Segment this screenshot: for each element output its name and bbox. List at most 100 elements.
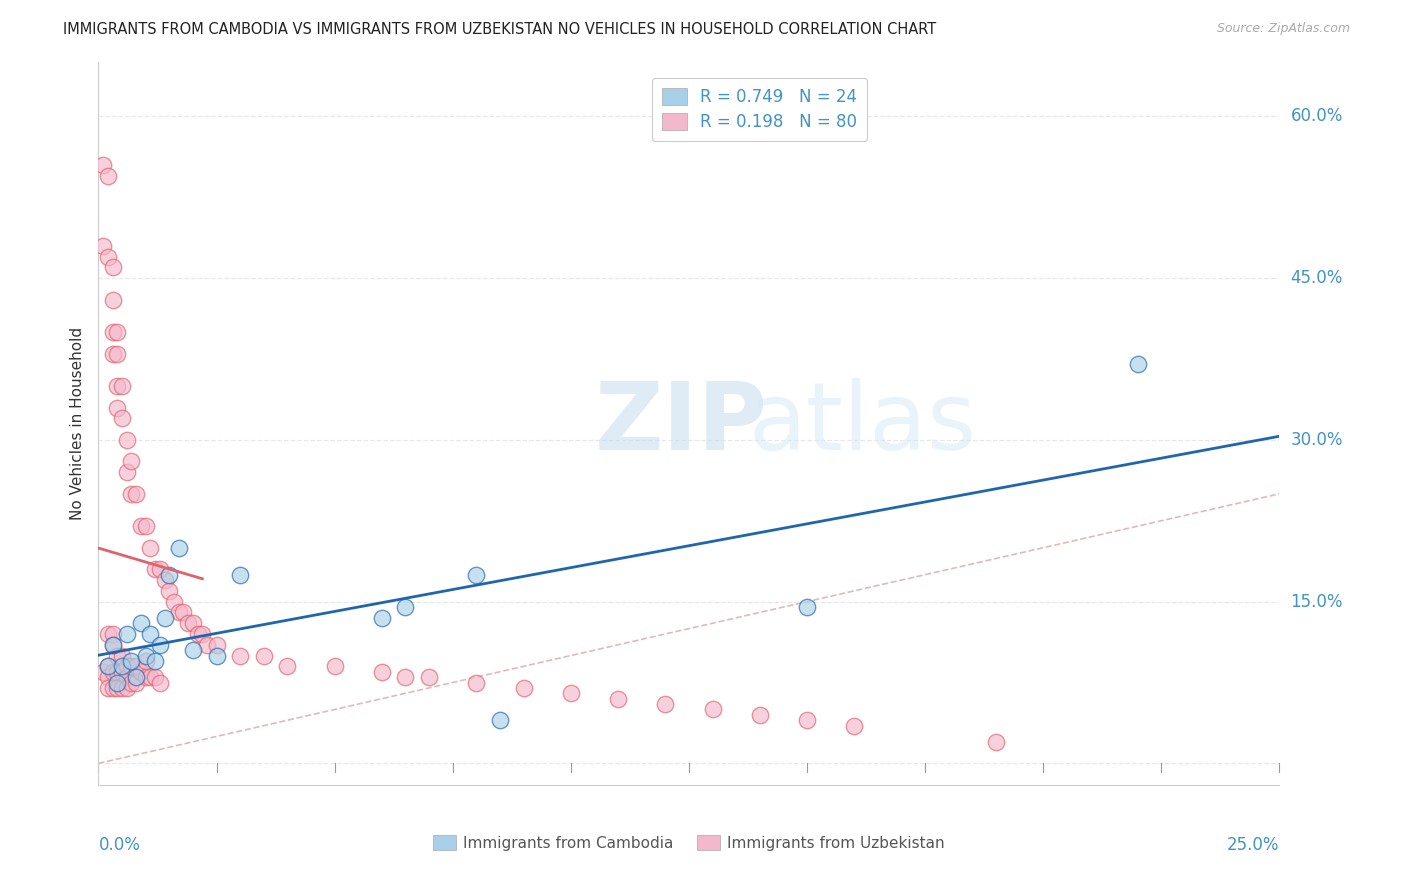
Point xyxy=(702,702,724,716)
Point xyxy=(844,719,866,733)
Point xyxy=(143,562,166,576)
Point xyxy=(177,616,200,631)
Point xyxy=(394,600,416,615)
Point xyxy=(111,648,134,663)
Point xyxy=(276,659,298,673)
Point xyxy=(149,562,172,576)
Point xyxy=(135,670,157,684)
Point xyxy=(105,675,128,690)
Point xyxy=(1126,358,1149,372)
Point xyxy=(139,541,162,555)
Point xyxy=(796,713,818,727)
Point xyxy=(129,519,152,533)
Point xyxy=(105,665,128,679)
Point xyxy=(139,627,162,641)
Point xyxy=(167,606,190,620)
Point xyxy=(97,250,120,264)
Point xyxy=(607,691,630,706)
Point xyxy=(465,675,488,690)
Point xyxy=(121,675,143,690)
Point xyxy=(101,681,124,695)
Point xyxy=(153,573,176,587)
Point xyxy=(111,681,134,695)
Point xyxy=(153,611,176,625)
Point xyxy=(394,670,416,684)
Point xyxy=(129,665,152,679)
Point xyxy=(101,260,124,275)
Point xyxy=(157,567,180,582)
Y-axis label: No Vehicles in Household: No Vehicles in Household xyxy=(69,327,84,520)
Point xyxy=(371,611,394,625)
Point xyxy=(101,665,124,679)
Point xyxy=(115,465,138,479)
Point xyxy=(181,643,204,657)
Point xyxy=(121,659,143,673)
Point xyxy=(101,346,124,360)
Point xyxy=(97,659,120,673)
Point xyxy=(163,594,186,608)
Point xyxy=(115,627,138,641)
Point xyxy=(205,638,228,652)
Point xyxy=(157,583,180,598)
Point xyxy=(135,648,157,663)
Point xyxy=(143,670,166,684)
Point xyxy=(105,648,128,663)
Point xyxy=(111,379,134,393)
Point xyxy=(139,670,162,684)
Point xyxy=(323,659,346,673)
Text: 30.0%: 30.0% xyxy=(1291,431,1343,449)
Point xyxy=(135,519,157,533)
Text: Source: ZipAtlas.com: Source: ZipAtlas.com xyxy=(1216,22,1350,36)
Point xyxy=(97,681,120,695)
Point xyxy=(115,681,138,695)
Text: 15.0%: 15.0% xyxy=(1291,592,1343,611)
Point xyxy=(149,675,172,690)
Point xyxy=(111,665,134,679)
Point xyxy=(129,616,152,631)
Point xyxy=(115,670,138,684)
Point xyxy=(512,681,534,695)
Point xyxy=(101,627,124,641)
Point xyxy=(105,681,128,695)
Point xyxy=(121,454,143,468)
Point xyxy=(111,411,134,425)
Text: 60.0%: 60.0% xyxy=(1291,107,1343,126)
Point xyxy=(91,239,114,253)
Point xyxy=(371,665,394,679)
Point xyxy=(101,638,124,652)
Text: atlas: atlas xyxy=(748,377,976,470)
Point xyxy=(125,675,148,690)
Point xyxy=(91,158,114,172)
Point xyxy=(101,638,124,652)
Point xyxy=(172,606,194,620)
Point xyxy=(125,487,148,501)
Point xyxy=(229,648,252,663)
Point xyxy=(91,665,114,679)
Point xyxy=(149,638,172,652)
Point xyxy=(105,346,128,360)
Point xyxy=(560,686,582,700)
Text: IMMIGRANTS FROM CAMBODIA VS IMMIGRANTS FROM UZBEKISTAN NO VEHICLES IN HOUSEHOLD : IMMIGRANTS FROM CAMBODIA VS IMMIGRANTS F… xyxy=(63,22,936,37)
Point xyxy=(125,670,148,684)
Point xyxy=(143,654,166,668)
Point xyxy=(748,707,770,722)
Point xyxy=(187,627,209,641)
Point xyxy=(97,627,120,641)
Point xyxy=(167,541,190,555)
Point xyxy=(465,567,488,582)
Point xyxy=(121,654,143,668)
Point xyxy=(181,616,204,631)
Point xyxy=(195,638,218,652)
Point xyxy=(97,659,120,673)
Point xyxy=(418,670,440,684)
Text: 0.0%: 0.0% xyxy=(98,836,141,854)
Text: 45.0%: 45.0% xyxy=(1291,269,1343,287)
Point xyxy=(115,433,138,447)
Point xyxy=(105,401,128,415)
Text: ZIP: ZIP xyxy=(595,377,768,470)
Point xyxy=(111,659,134,673)
Point xyxy=(97,169,120,183)
Point xyxy=(191,627,214,641)
Point xyxy=(105,379,128,393)
Point xyxy=(654,697,676,711)
